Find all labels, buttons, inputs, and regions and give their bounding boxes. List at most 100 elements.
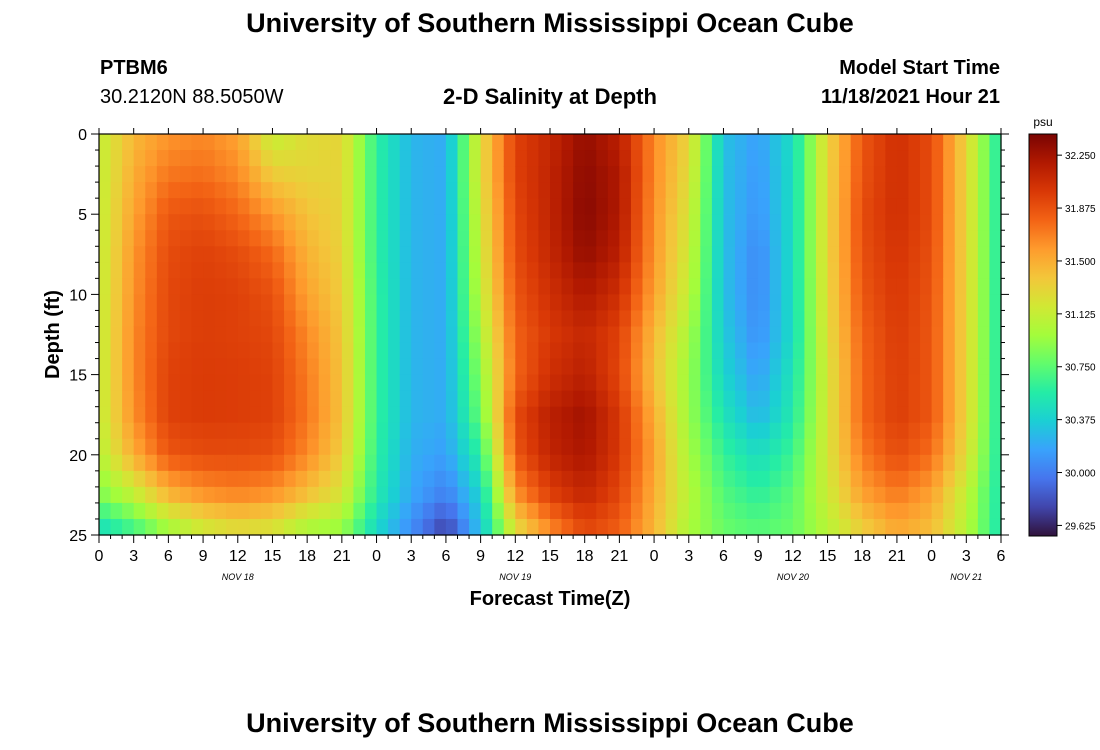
heatmap-cell — [99, 454, 112, 472]
heatmap-cell — [515, 486, 528, 504]
heatmap-cell — [758, 182, 771, 199]
heatmap-cell — [526, 454, 540, 472]
heatmap-cell — [561, 358, 574, 376]
heatmap-cell — [954, 310, 967, 328]
heatmap-cell — [330, 342, 343, 360]
heatmap-cell — [99, 198, 112, 215]
heatmap-cell — [538, 182, 551, 199]
heatmap-cell — [99, 262, 112, 279]
heatmap-cell — [700, 390, 713, 408]
heatmap-cell — [249, 454, 262, 472]
heatmap-cell — [168, 294, 181, 312]
y-tick-label: 25 — [69, 528, 87, 545]
heatmap-cell — [226, 294, 239, 312]
x-tick-label: 21 — [888, 548, 906, 565]
heatmap-cell — [457, 246, 470, 263]
heatmap-cell — [203, 438, 216, 456]
heatmap-cell — [850, 214, 863, 231]
heatmap-cell — [746, 390, 759, 408]
heatmap-cell — [688, 214, 701, 231]
heatmap-cell — [746, 214, 759, 231]
heatmap-cell — [145, 438, 158, 456]
colorbar-ramp — [1028, 133, 1058, 537]
heatmap-cell — [249, 358, 262, 376]
heatmap-cell — [815, 278, 829, 295]
heatmap-cell — [931, 214, 944, 231]
heatmap-cell — [388, 294, 401, 312]
heatmap-cell — [272, 470, 285, 488]
heatmap-cell — [654, 198, 667, 215]
heatmap-cell — [330, 438, 343, 456]
date-label: NOV 21 — [950, 572, 982, 582]
heatmap-cell — [364, 150, 378, 167]
heatmap-cell — [896, 134, 910, 151]
heatmap-cell — [330, 294, 343, 312]
heatmap-cell — [839, 134, 852, 151]
heatmap-cell — [318, 454, 331, 472]
heatmap-cell — [411, 406, 424, 424]
heatmap-cell — [99, 326, 112, 344]
heatmap-cell — [677, 470, 690, 488]
heatmap-cell — [746, 326, 759, 344]
heatmap-cell — [665, 262, 678, 279]
heatmap-cell — [260, 470, 274, 488]
heatmap-cell — [295, 262, 308, 279]
heatmap-cell — [515, 246, 528, 263]
heatmap-cell — [700, 230, 713, 247]
heatmap-cell — [388, 326, 401, 344]
x-tick-label: 18 — [298, 548, 316, 565]
heatmap-cell — [526, 470, 540, 488]
heatmap-cell — [769, 358, 782, 376]
heatmap-cell — [249, 182, 262, 199]
heatmap-cell — [769, 438, 782, 456]
heatmap-cell — [99, 230, 112, 247]
heatmap-cell — [862, 134, 875, 151]
heatmap-cell — [237, 278, 250, 295]
heatmap-cell — [203, 486, 216, 504]
colorbar-tick-label: 31.125 — [1065, 310, 1096, 321]
heatmap-cell — [353, 342, 366, 360]
x-tick-label: 3 — [962, 548, 971, 565]
heatmap-cell — [376, 150, 389, 167]
heatmap-cell — [445, 502, 459, 520]
heatmap-cell — [122, 486, 135, 504]
heatmap-cell — [110, 454, 123, 472]
heatmap-cell — [839, 182, 852, 199]
heatmap-cell — [954, 406, 967, 424]
heatmap-cell — [168, 246, 181, 263]
heatmap-cell — [237, 134, 250, 151]
heatmap-cell — [156, 262, 169, 279]
heatmap-cell — [700, 422, 713, 440]
heatmap-cell — [445, 278, 459, 295]
heatmap-cell — [815, 182, 829, 199]
heatmap-cell — [943, 182, 956, 199]
heatmap-cell — [145, 310, 158, 328]
heatmap-cell — [550, 422, 563, 440]
heatmap-cell — [596, 454, 609, 472]
heatmap-cell — [943, 262, 956, 279]
heatmap-cell — [839, 406, 852, 424]
heatmap-cell — [122, 294, 135, 312]
heatmap-cell — [688, 502, 701, 520]
heatmap-cell — [665, 246, 678, 263]
heatmap-cell — [827, 310, 840, 328]
heatmap-cell — [434, 390, 447, 408]
heatmap-cell — [550, 198, 563, 215]
heatmap-cell — [133, 518, 146, 536]
heatmap-cell — [815, 214, 829, 231]
heatmap-cell — [746, 310, 759, 328]
heatmap-cell — [966, 438, 979, 456]
heatmap-cell — [607, 214, 620, 231]
heatmap-cell — [318, 390, 331, 408]
heatmap-cell — [642, 374, 655, 392]
heatmap-cell — [156, 358, 169, 376]
heatmap-cell — [376, 134, 389, 151]
station-id: PTBM6 — [100, 57, 168, 79]
heatmap-cell — [237, 358, 250, 376]
heatmap-cell — [723, 406, 736, 424]
heatmap-cell — [839, 454, 852, 472]
heatmap-cell — [307, 134, 320, 151]
heatmap-cell — [665, 374, 678, 392]
heatmap-cell — [203, 182, 216, 199]
heatmap-cell — [237, 326, 250, 344]
